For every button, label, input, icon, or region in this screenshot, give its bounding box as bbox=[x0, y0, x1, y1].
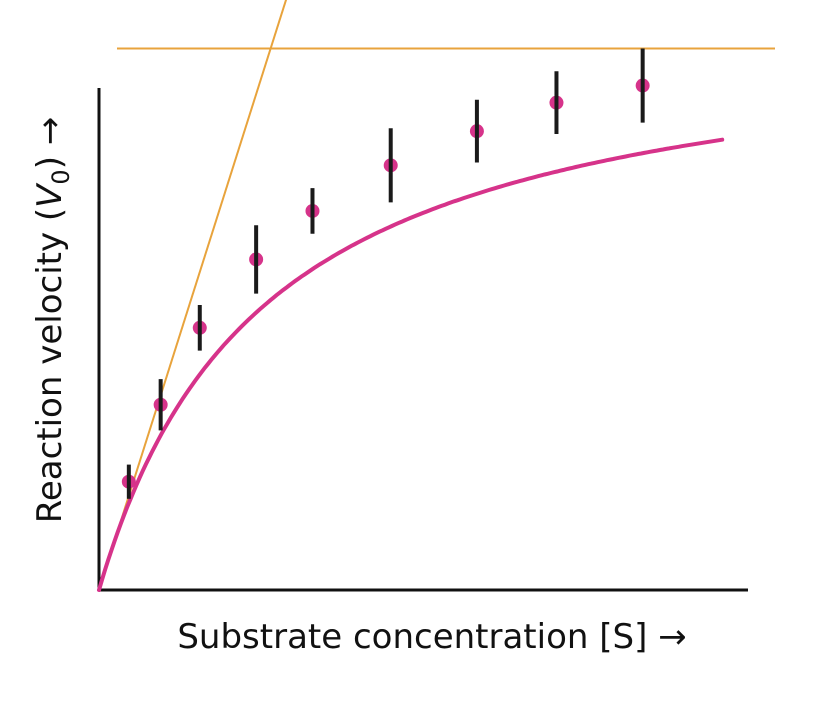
plot-area bbox=[97, 0, 775, 592]
x-axis-title: Substrate concentration [S] → bbox=[177, 617, 686, 657]
y-axis-title-before: Reaction velocity ( bbox=[30, 208, 70, 523]
series-layer bbox=[97, 0, 775, 592]
y-axis-title-variable: V bbox=[30, 182, 70, 208]
fitted-curve bbox=[97, 137, 725, 592]
y-axis-title-subscript: 0 bbox=[47, 169, 75, 184]
y-axis-title: Reaction velocity (V0) → bbox=[30, 117, 75, 524]
y-axis-title-after: ) → bbox=[30, 117, 70, 170]
